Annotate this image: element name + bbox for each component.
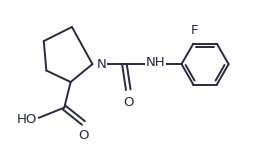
Text: HO: HO: [17, 113, 37, 126]
Text: O: O: [78, 129, 89, 142]
Text: F: F: [191, 24, 198, 37]
Text: NH: NH: [145, 56, 165, 69]
Text: O: O: [123, 96, 134, 109]
Text: N: N: [97, 58, 107, 71]
